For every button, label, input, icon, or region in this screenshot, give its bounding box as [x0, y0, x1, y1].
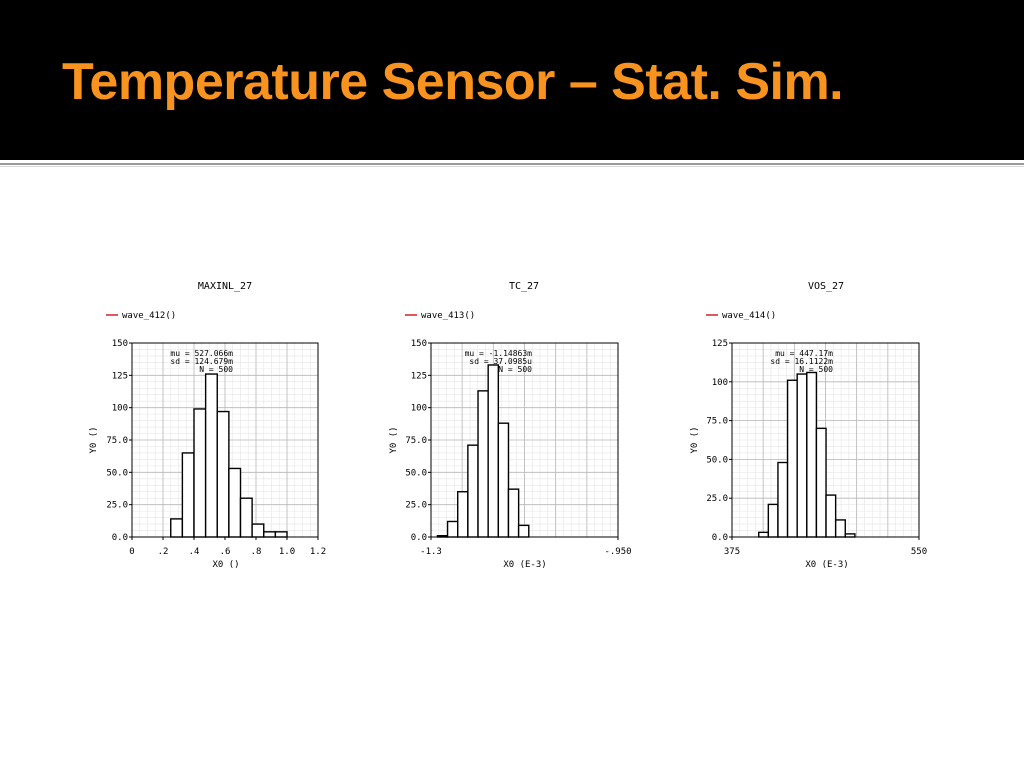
y-tick-label: 25.0 [405, 501, 427, 511]
x-tick-label: .6 [220, 547, 231, 557]
title-divider-light [0, 166, 1024, 167]
stats-line: N = 500 [498, 365, 532, 374]
y-axis-label: Y0 () [389, 426, 399, 453]
stats-line: sd = 124.679m [170, 357, 233, 366]
y-tick-label: 125 [712, 339, 728, 349]
y-tick-label: 0.0 [712, 533, 728, 543]
histogram-bar [251, 523, 265, 538]
x-axis-label: X0 () [212, 560, 239, 570]
y-tick-label: 50.0 [405, 468, 427, 478]
x-tick-label: 375 [724, 547, 740, 557]
y-tick-label: 150 [411, 339, 427, 349]
x-tick-label: .2 [158, 547, 169, 557]
histogram-bar [497, 422, 510, 538]
histogram-bar [228, 467, 242, 538]
y-tick-label: 150 [112, 339, 128, 349]
x-axis-label: X0 (E-3) [805, 560, 848, 570]
chart-title: MAXINL_27 [198, 281, 252, 292]
x-tick-label: 1.0 [279, 547, 295, 557]
stats-line: N = 500 [799, 365, 833, 374]
y-axis-label: Y0 () [690, 426, 700, 453]
plot-frame [731, 342, 920, 538]
stats-line: mu = 527.066m [170, 349, 233, 358]
y-tick-label: 50.0 [106, 468, 128, 478]
y-axis-label: Y0 () [89, 426, 99, 453]
stats-line: sd = 16.1122m [770, 357, 833, 366]
histogram-bar [758, 531, 770, 538]
histogram-bar [796, 373, 808, 538]
histogram-bar [834, 519, 846, 538]
title-divider [0, 163, 1024, 165]
chart-2: 0.0 25.0 50.0 75.0 100 125 150 -1.3 -.950 TC_27wa… [389, 281, 632, 570]
histogram-bar [193, 408, 207, 538]
x-tick-label: .8 [251, 547, 262, 557]
x-tick-label: .4 [189, 547, 200, 557]
y-tick-label: 75.0 [405, 436, 427, 446]
legend-label: wave_412() [122, 311, 176, 321]
histogram-bar [204, 373, 218, 538]
x-tick-label: -1.3 [420, 547, 442, 557]
histogram-bar [825, 494, 837, 538]
x-tick-label: 550 [911, 547, 927, 557]
histogram-bar [507, 488, 520, 538]
y-tick-label: 0.0 [411, 533, 427, 543]
histogram-bar [467, 444, 479, 538]
histogram-bar [216, 410, 230, 538]
y-tick-label: 0.0 [112, 533, 128, 543]
stats-line: mu = -1.14863m [465, 349, 533, 358]
x-tick-label: 1.2 [310, 547, 326, 557]
histogram-bar [487, 364, 500, 538]
y-tick-label: 100 [712, 378, 728, 388]
legend-label: wave_414() [722, 311, 776, 321]
histogram-bar [477, 390, 489, 538]
y-tick-label: 100 [112, 404, 128, 414]
histogram-bar [786, 379, 798, 538]
histogram-bar [457, 491, 469, 538]
histogram-bar [239, 497, 253, 538]
histogram-bar [263, 531, 277, 538]
x-axis-label: X0 (E-3) [503, 560, 546, 570]
y-tick-label: 25.0 [106, 501, 128, 511]
histogram-bar [446, 520, 459, 538]
histogram-bar [170, 518, 184, 538]
chart-3: 0.0 25.0 50.0 75.0 100 125 375 550 VOS_27 wave_41… [690, 281, 927, 570]
y-tick-label: 25.0 [706, 494, 728, 504]
chart-1: 0.0 25.0 50.0 75.0 100 125 150 0 .2 .4 .6 .8 1.0 1.2 M… [89, 281, 326, 570]
y-tick-label: 100 [411, 404, 427, 414]
histogram-bar [777, 461, 789, 538]
x-tick-label: 0 [129, 547, 134, 557]
y-tick-label: 50.0 [706, 455, 728, 465]
legend-label: wave_413() [421, 311, 475, 321]
y-tick-label: 75.0 [706, 417, 728, 427]
y-tick-label: 125 [112, 371, 128, 381]
chart-title: TC_27 [509, 281, 539, 292]
title-bar [0, 0, 1024, 160]
stats-line: N = 500 [199, 365, 233, 374]
x-tick-label: -.950 [604, 547, 631, 557]
slide-title: Temperature Sensor – Stat. Sim. [62, 53, 844, 111]
stats-line: sd = 37.0985u [469, 357, 532, 366]
histogram-bar [806, 371, 818, 538]
histogram-bar [181, 452, 195, 538]
stats-line: mu = 447.17m [775, 349, 833, 358]
y-tick-label: 125 [411, 371, 427, 381]
y-tick-label: 75.0 [106, 436, 128, 446]
histogram-bar [517, 524, 530, 538]
histogram-bar [815, 427, 827, 538]
histogram-bar [274, 531, 288, 538]
histogram-bar [767, 503, 779, 538]
chart-title: VOS_27 [808, 281, 844, 292]
